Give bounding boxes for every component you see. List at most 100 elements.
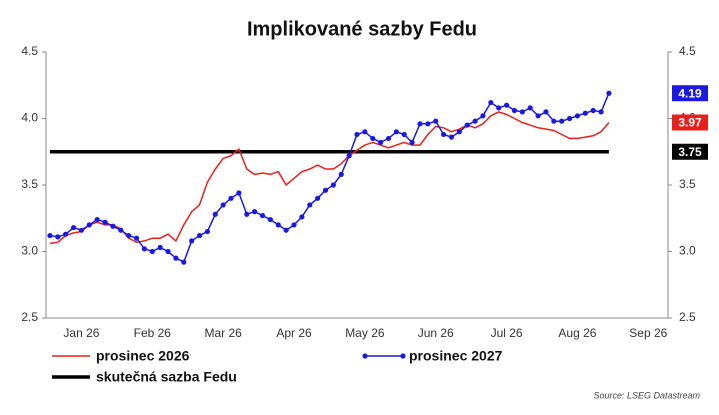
value-label-box [672, 143, 708, 160]
marker [378, 139, 384, 146]
marker [346, 153, 352, 159]
marker [267, 216, 273, 223]
marker [315, 195, 321, 201]
y-tick-label: 3.0 [21, 244, 38, 258]
marker [126, 232, 132, 239]
marker [173, 255, 179, 261]
x-tick-label: Aug 26 [558, 326, 596, 340]
marker [110, 223, 116, 229]
marker [283, 227, 289, 233]
x-tick-label: Jul 26 [491, 326, 523, 340]
marker [393, 129, 399, 135]
marker [86, 222, 92, 228]
marker [480, 113, 486, 119]
marker [252, 209, 258, 215]
value-label-box [672, 85, 708, 102]
marker [220, 202, 226, 208]
marker [275, 222, 281, 228]
marker [511, 107, 518, 114]
value-label-box [672, 114, 708, 131]
marker [527, 105, 533, 111]
x-tick-label: Jun 26 [418, 326, 454, 340]
marker [157, 244, 163, 251]
marker [204, 228, 211, 235]
marker [228, 195, 234, 201]
source: Source: LSEG Datastream [593, 390, 700, 400]
y2-tick-label: 2.5 [679, 310, 696, 324]
y2-tick-label: 4.5 [679, 44, 696, 58]
y2-tick-label: 3.5 [679, 177, 696, 191]
marker [338, 171, 344, 177]
y-tick-label: 2.5 [21, 310, 38, 324]
marker [566, 115, 573, 122]
marker [535, 113, 541, 119]
marker [456, 129, 462, 135]
legend: prosinec 2026 prosinec 2027 skutečná sazba… [52, 348, 503, 385]
value-label: 3.97 [678, 116, 702, 130]
marker [385, 135, 392, 142]
y-tick-label: 4.5 [21, 44, 38, 58]
marker [236, 190, 242, 196]
marker [63, 231, 69, 237]
legend-label: prosinec 2026 [96, 348, 190, 364]
y-tick-label: 3.5 [21, 177, 38, 191]
marker [551, 118, 557, 124]
marker [362, 129, 368, 135]
marker [496, 105, 502, 111]
legend-label: prosinec 2027 [409, 348, 503, 364]
x-tick-label: May 26 [345, 326, 385, 340]
marker [433, 118, 439, 124]
legend-marker [400, 353, 406, 359]
marker [472, 118, 478, 124]
series-line [49, 111, 610, 245]
marker [133, 235, 140, 241]
marker [598, 109, 604, 115]
marker [448, 134, 455, 140]
marker [409, 139, 415, 146]
marker [165, 248, 171, 255]
marker [543, 109, 549, 115]
marker [503, 102, 510, 108]
marker [244, 211, 250, 217]
marker [590, 107, 596, 114]
y2-tick-label: 3.0 [679, 244, 696, 258]
marker [464, 122, 470, 128]
marker [102, 219, 108, 225]
marker [307, 202, 313, 208]
marker [488, 99, 494, 106]
marker [330, 182, 336, 188]
marker [55, 234, 61, 240]
marker [118, 227, 124, 233]
marker [370, 135, 376, 142]
marker [189, 238, 195, 244]
marker [196, 232, 203, 239]
legend-label: skutečná sazba Fedu [96, 369, 237, 385]
marker [78, 227, 85, 233]
marker [322, 187, 329, 193]
marker [574, 113, 581, 119]
marker [401, 131, 407, 138]
series-line [49, 92, 610, 264]
marker [291, 222, 297, 228]
marker [417, 121, 423, 127]
marker [141, 246, 148, 252]
y-tick-label: 4.0 [21, 111, 38, 125]
chart-title: Implikované sazby Fedu [247, 18, 477, 40]
x-tick-label: Mar 26 [204, 326, 242, 340]
marker [519, 109, 525, 115]
marker [47, 232, 53, 239]
x-tick-label: Sep 26 [629, 326, 667, 340]
marker [70, 224, 77, 231]
marker [149, 248, 155, 255]
legend-marker [362, 353, 368, 359]
x-tick-label: Feb 26 [134, 326, 172, 340]
value-label: 4.19 [678, 86, 702, 100]
marker [582, 110, 588, 116]
marker [425, 121, 431, 127]
value-label: 3.75 [678, 145, 702, 159]
marker [212, 211, 218, 217]
marker [94, 216, 100, 223]
marker [259, 212, 266, 219]
marker [354, 131, 360, 138]
